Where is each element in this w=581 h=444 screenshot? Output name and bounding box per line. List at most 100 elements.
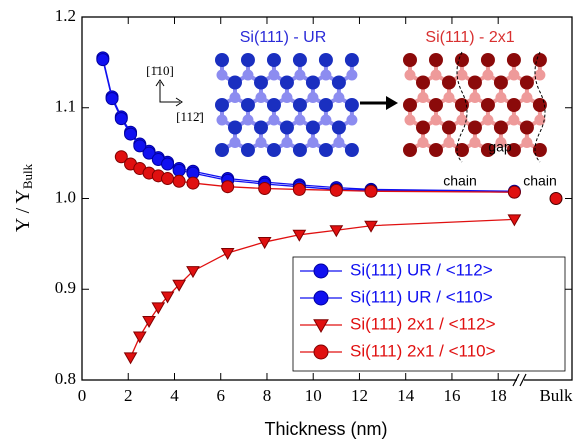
atom [333,92,345,103]
atom [417,92,429,103]
inset-title: Si(111) - 2x1 [425,29,514,46]
atom [506,143,521,157]
atom [443,92,455,103]
atom [346,69,358,81]
atom [240,98,255,112]
atom [266,143,281,157]
atom [404,69,416,81]
atom [415,120,430,135]
series-line [102,59,515,193]
x-tick-label: 2 [124,386,133,405]
atom [307,137,319,148]
x-tick-label: 16 [443,386,460,405]
marker [329,225,344,238]
atom [331,75,346,90]
marker [172,163,186,177]
atom [242,114,254,126]
atom [508,69,520,81]
marker [221,180,235,194]
marker [507,214,522,227]
atom [441,120,456,135]
x-tick-label: 18 [490,386,507,405]
atom [469,137,481,148]
atom [428,143,443,157]
atom [268,114,280,126]
atom [482,69,494,81]
atom [318,53,333,67]
atom [292,98,307,112]
marker [160,291,175,304]
marker [186,176,200,190]
atom [403,143,417,157]
atom [307,92,319,103]
atom [508,114,520,126]
y-axis-label-main: Y / Y [12,189,34,232]
marker [123,352,138,365]
legend-marker [313,263,329,279]
atom [346,114,358,126]
atom [480,143,495,157]
atom [242,69,254,81]
marker [96,53,110,67]
marker [133,139,147,153]
atom [534,114,546,126]
atom [320,114,332,126]
atom [292,143,307,157]
marker [161,157,175,171]
atom [344,143,359,157]
legend-marker [313,290,329,306]
axes-arrows [155,79,183,107]
marker [329,183,343,197]
marker [292,182,306,196]
atom [415,75,430,90]
atom [344,98,359,112]
inset-annotation: chain [443,173,476,189]
atom [441,75,456,90]
atom [521,92,533,103]
atom [215,53,229,67]
y-axis-label: Y / YBulk [12,163,35,232]
transform-arrow-head [386,96,398,110]
atom [255,137,267,148]
x-tick-label: 0 [78,386,87,405]
legend-label: Si(111) 2x1 / <110> [350,341,496,360]
atom [227,75,242,90]
atom [403,53,417,67]
y-axis-label-sub: Bulk [20,163,35,189]
marker [142,316,156,329]
atom [240,143,255,157]
atom [467,120,482,135]
marker [172,279,186,292]
marker [114,112,128,126]
atom [428,53,443,67]
marker [151,302,166,315]
legend-label: Si(111) UR / <112> [350,260,493,279]
atom [417,137,429,148]
atom [495,137,507,148]
marker [220,247,235,260]
inset-annotation: gap [488,139,512,155]
atom [227,120,242,135]
atom [506,53,521,67]
atom [480,98,495,112]
atom [534,69,546,81]
direction-label: [112̄] [176,109,204,124]
atom [255,92,267,103]
atom [294,69,306,81]
atom [454,53,469,67]
atom [266,98,281,112]
atom [253,75,268,90]
x-tick-label: Bulk [539,386,573,405]
chain-line [456,51,468,163]
atom [519,75,534,90]
marker [364,220,378,233]
atom [428,98,443,112]
marker [507,185,521,199]
atom [493,75,508,90]
atom [268,69,280,81]
atom [281,137,293,148]
atom [279,75,294,90]
marker [114,150,128,164]
legend-label: Si(111) UR / <110> [350,287,493,306]
marker [258,182,272,196]
